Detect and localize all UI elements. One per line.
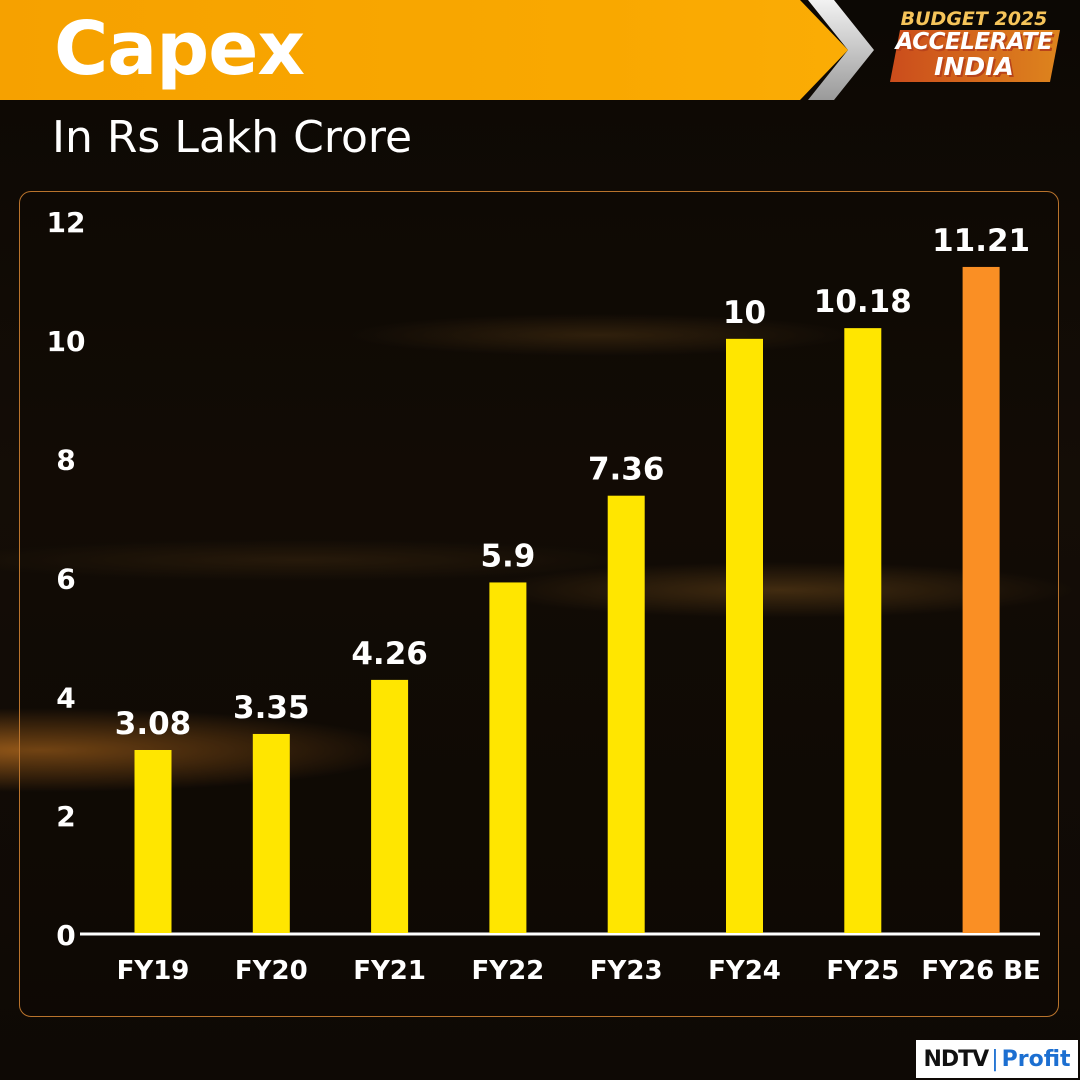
bar [371, 679, 409, 933]
y-tick-label: 10 [47, 325, 86, 358]
bar-value-label: 10.18 [814, 284, 912, 320]
title-banner [0, 0, 848, 100]
x-tick-label: FY25 [826, 956, 899, 986]
bar-value-label: 3.08 [115, 706, 192, 742]
bar-value-label: 7.36 [588, 452, 665, 488]
bar [252, 733, 290, 933]
y-tick-label: 8 [56, 444, 75, 477]
bar [607, 495, 645, 933]
budget-logo-backdrop [890, 30, 1060, 82]
bar-value-label: 3.35 [233, 690, 310, 726]
bar [134, 749, 172, 933]
x-tick-label: FY19 [117, 956, 190, 986]
y-tick-label: 2 [56, 800, 75, 833]
budget-logo-line2: ACCELERATE [895, 29, 1053, 55]
y-tick-label: 12 [47, 206, 86, 239]
y-tick-label: 4 [56, 681, 75, 714]
chart-panel [19, 191, 1059, 1017]
bar [489, 582, 527, 933]
ndtv-profit-logo: NDTV | Profit [916, 1040, 1078, 1078]
profit-wordmark: Profit [1001, 1046, 1071, 1072]
budget-2025-logo: BUDGET 2025 ACCELERATE INDIA [878, 8, 1070, 84]
ndtv-wordmark: NDTV [923, 1046, 989, 1072]
x-tick-label: FY26 BE [921, 956, 1040, 986]
page-subtitle: In Rs Lakh Crore [52, 112, 413, 163]
bar-value-label: 10 [723, 295, 766, 331]
x-tick-label: FY21 [353, 956, 426, 986]
budget-logo-line1: BUDGET 2025 [900, 8, 1048, 30]
budget-logo-line3: INDIA [934, 52, 1014, 81]
bar [844, 328, 882, 934]
logo-separator: | [991, 1046, 999, 1072]
bar-value-label: 11.21 [932, 223, 1030, 259]
bar [962, 266, 1000, 933]
y-tick-label: 0 [56, 919, 75, 952]
x-tick-label: FY24 [708, 956, 781, 986]
y-tick-label: 6 [56, 563, 75, 596]
bar-value-label: 4.26 [351, 636, 428, 672]
bar [726, 338, 763, 933]
x-tick-label: FY20 [235, 956, 308, 986]
x-tick-label: FY22 [472, 956, 545, 986]
page-title: Capex [54, 6, 305, 92]
x-tick-label: FY23 [590, 956, 663, 986]
bar-value-label: 5.9 [480, 538, 535, 574]
